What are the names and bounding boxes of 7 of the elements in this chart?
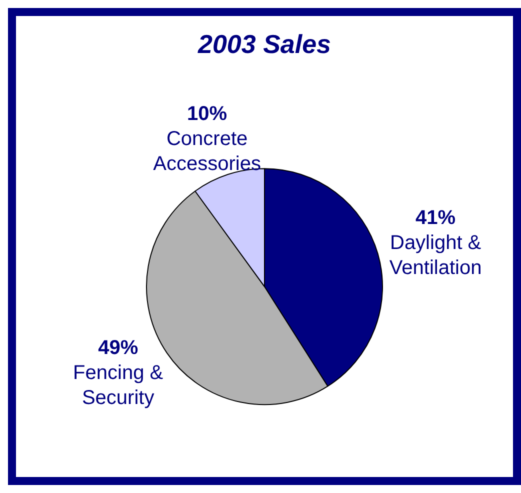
data-label: 10% — [187, 103, 228, 126]
data-label: 41% — [416, 207, 456, 230]
chart-title: 2003 Sales — [196, 28, 332, 59]
data-label: 49% — [98, 336, 138, 359]
slice-label: Daylight & Ventilation — [389, 232, 482, 280]
slice-label: Concrete Accessories — [153, 128, 261, 176]
slice-label: Fencing & Security — [73, 362, 164, 409]
